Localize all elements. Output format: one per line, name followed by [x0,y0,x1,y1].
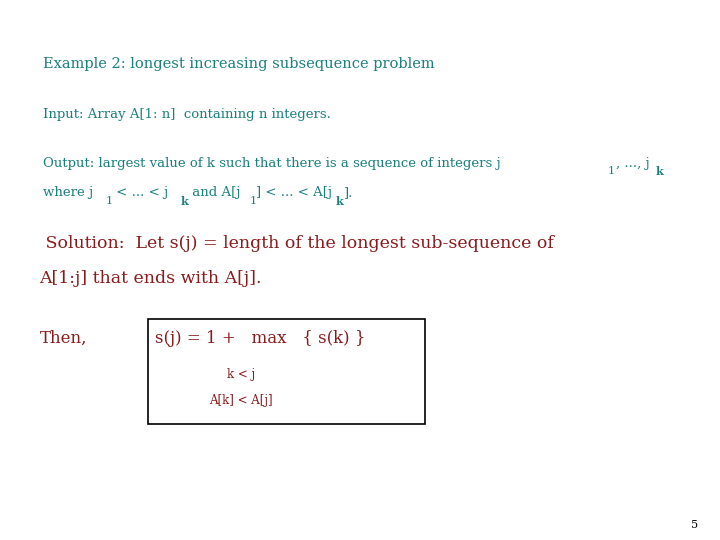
Text: ] < ... < A[j: ] < ... < A[j [256,186,332,199]
Text: Input: Array A[1: n]  containing n integers.: Input: Array A[1: n] containing n intege… [43,108,331,121]
Text: where j: where j [43,186,94,199]
Text: < ... < j: < ... < j [112,186,168,199]
Text: A[1:j] that ends with A[j].: A[1:j] that ends with A[j]. [40,270,262,287]
Text: Output: largest value of k such that there is a sequence of integers j: Output: largest value of k such that the… [43,157,501,170]
Text: k < j: k < j [227,368,256,381]
Text: s(j) = 1 +   max   { s(k) }: s(j) = 1 + max { s(k) } [155,330,365,347]
Text: Solution:  Let s(j) = length of the longest sub-sequence of: Solution: Let s(j) = length of the longe… [40,235,554,252]
Text: A[k] < A[j]: A[k] < A[j] [210,394,273,407]
Text: and A[j: and A[j [188,186,240,199]
Text: k: k [656,166,664,177]
Text: Then,: Then, [40,329,87,346]
Text: ].: ]. [343,186,352,199]
Bar [148,319,425,424]
Text: Example 2: longest increasing subsequence problem: Example 2: longest increasing subsequenc… [43,57,435,71]
Text: k: k [336,196,343,207]
Text: k: k [181,196,189,207]
Text: 1: 1 [250,196,257,206]
Text: 5: 5 [691,520,698,530]
Text: , ..., j: , ..., j [616,157,649,170]
Text: 1: 1 [608,166,615,177]
Text: 1: 1 [106,196,113,206]
